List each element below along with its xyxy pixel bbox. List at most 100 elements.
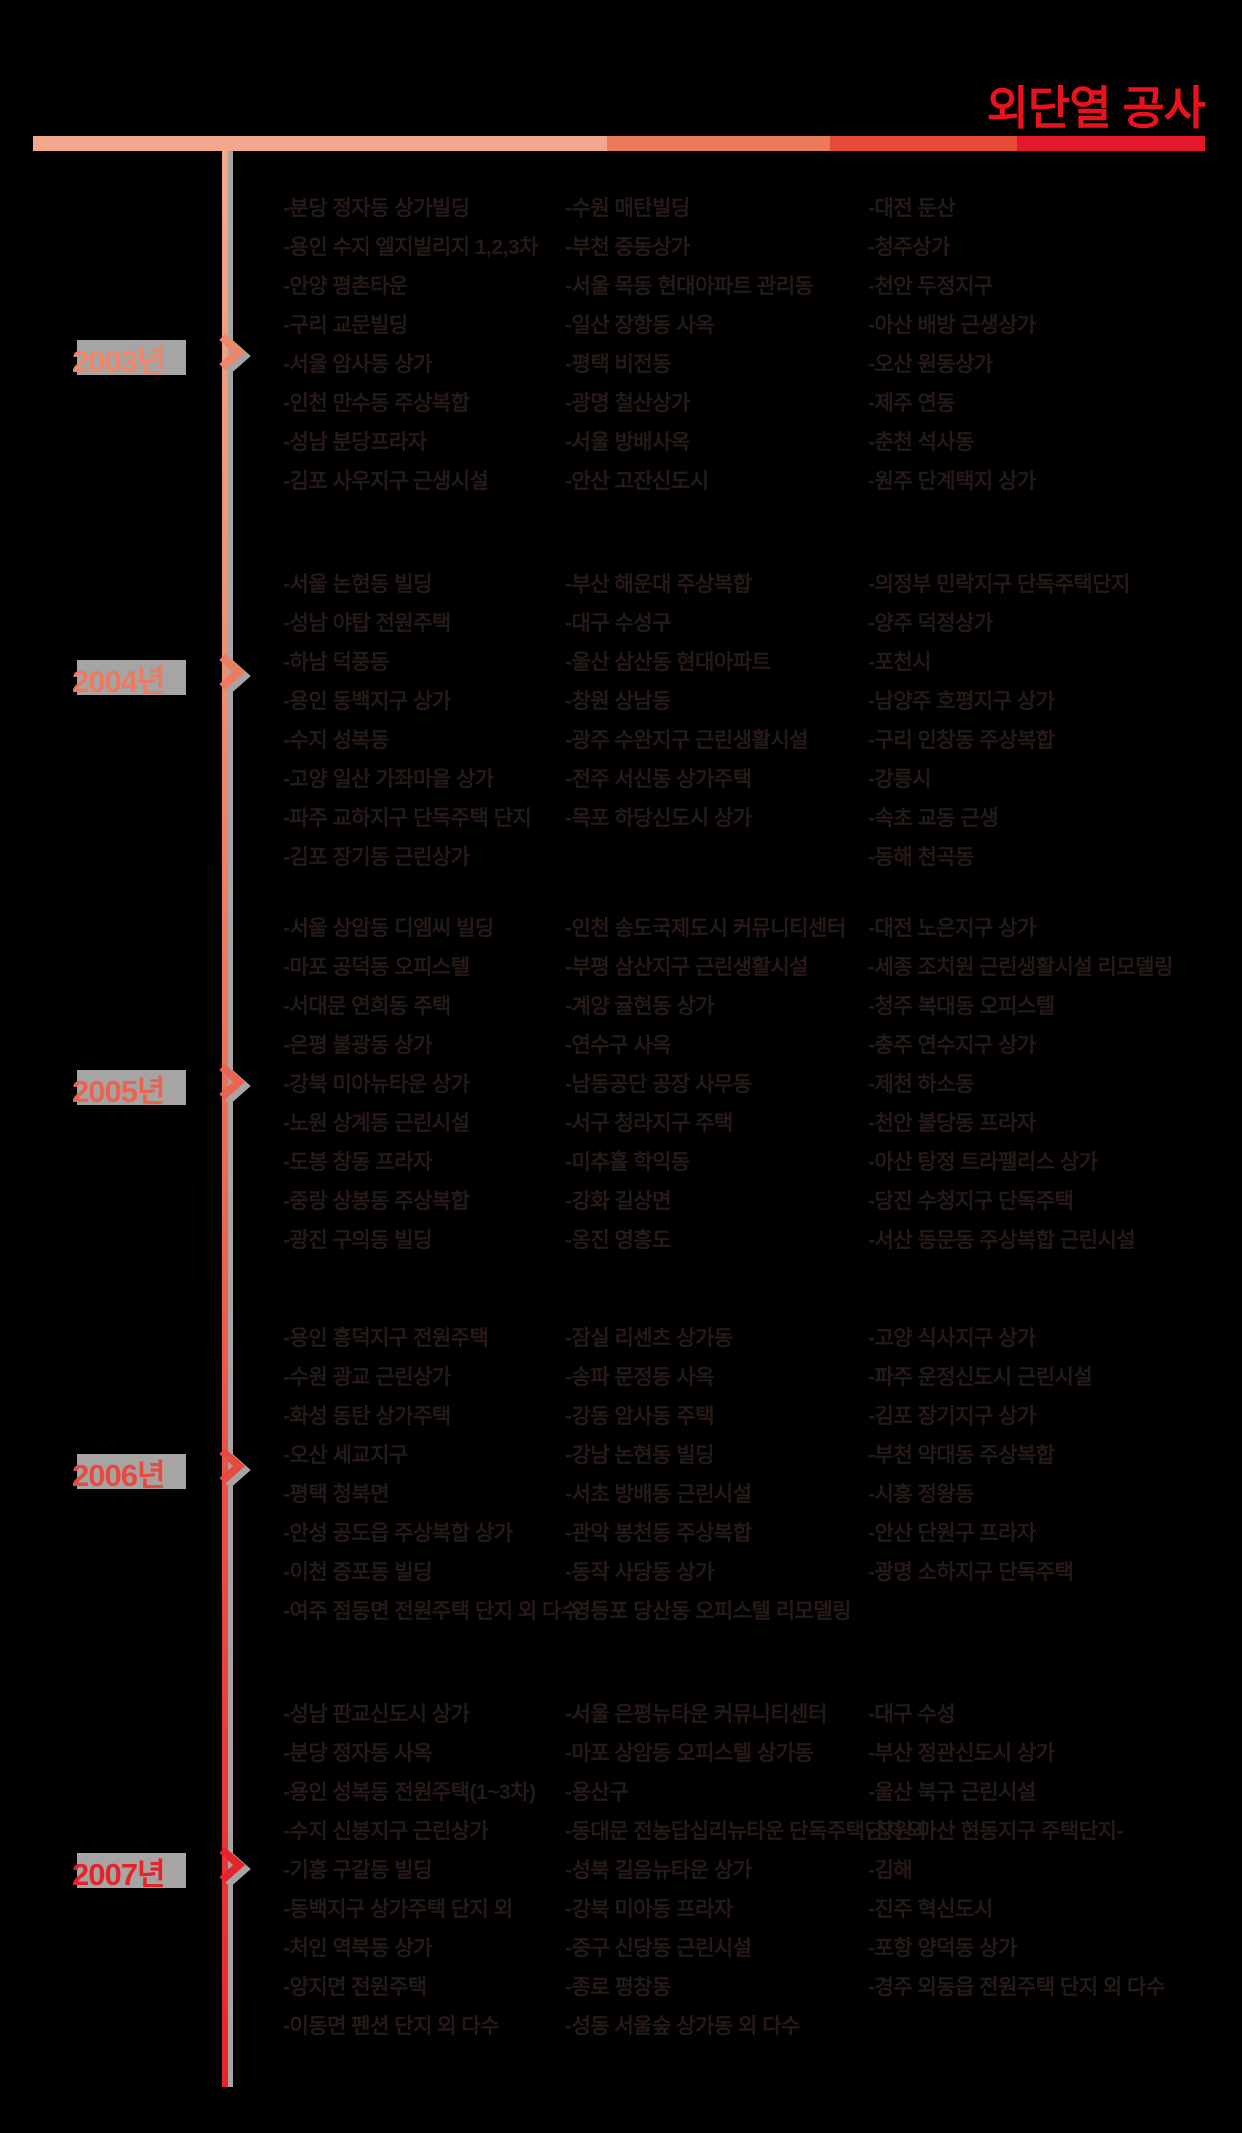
project-item: -서초 방배동 근린시설 [565, 1483, 752, 1506]
projects-column: -서울 논현동 빌딩 -성남 야탑 전원주택 -하남 덕풍동 -용인 동백지구 상가 -… [283, 568, 583, 880]
project-item: -평택 청북면 [283, 1483, 389, 1506]
project-item: -수원 광교 근린상가 [283, 1366, 451, 1389]
project-item: -속초 교동 근생 [868, 807, 999, 830]
project-item: -성북 길음뉴타운 상가 [565, 1859, 752, 1882]
project-item: -강릉시 [868, 768, 931, 791]
project-item: -오산 원동상가 [868, 353, 993, 376]
project-item: -청주상가 [868, 236, 950, 259]
year-marker-shadow [77, 1853, 186, 1888]
project-item: -동작 사당동 상가 [565, 1561, 714, 1584]
projects-column: -서울 은평뉴타운 커뮤니티센터 -마포 상암동 오피스텔 상가동 -용산구 -동대문… [565, 1698, 927, 2049]
project-item: -관악 봉천동 주상복합 [565, 1522, 752, 1545]
project-item: -아산 배방 근생상가 [868, 314, 1036, 337]
project-item: -강북 미아뉴타운 상가 [283, 1073, 470, 1096]
year-label: 2006년 [72, 1458, 165, 1493]
project-item: -의정부 민락지구 단독주택단지 [868, 573, 1130, 596]
project-item: -서울 논현동 빌딩 [283, 573, 432, 596]
project-item: -당진 수청지구 단독주택 [868, 1190, 1074, 1213]
project-item: -안성 공도읍 주상복합 상가 [283, 1522, 513, 1545]
project-item: -연수구 사옥 [565, 1034, 671, 1057]
project-item: -부천 약대동 주상복합 [868, 1444, 1055, 1467]
year-marker: 2005년 [72, 1066, 186, 1109]
project-item: -옹진 영흥도 [565, 1229, 671, 1252]
project-item: -광명 철산상가 [565, 392, 690, 415]
project-item: -인천 만수동 주상복합 [283, 392, 470, 415]
project-item: -포천시 [868, 651, 931, 674]
bar-segment [607, 136, 830, 151]
year-label: 2007년 [72, 1857, 165, 1892]
project-item: -계양 귤현동 상가 [565, 995, 714, 1018]
bar-segment [33, 136, 608, 151]
project-item: -아산 탕정 트라팰리스 상가 [868, 1151, 1098, 1174]
projects-column: -잠실 리센츠 상가동 -송파 문정동 사옥 -강동 암사동 주택 -강남 논현동 빌… [565, 1322, 865, 1634]
project-item: -광주 수완지구 근린생활시설 [565, 729, 809, 752]
project-item: -진주 혁신도시 [868, 1898, 993, 1921]
year-label: 2003년 [72, 344, 165, 379]
project-item: -세종 조치원 근린생활시설 리모델링 [868, 956, 1173, 979]
project-item: -동대문 전농답십리뉴타운 단독주택단지 외 [565, 1820, 927, 1843]
project-item: -파주 교하지구 단독주택 단지 [283, 807, 532, 830]
project-item: -서산 동문동 주상복합 근린시설 [868, 1229, 1136, 1252]
project-item: -수원 매탄빌딩 [565, 197, 690, 220]
projects-column: -분당 정자동 상가빌딩 -용인 수지 엘지빌리지 1,2,3차 -안양 평촌타운 -… [283, 192, 583, 504]
project-item: -동백지구 상가주택 단지 외 [283, 1898, 513, 1921]
project-item: -미추홀 학익동 [565, 1151, 690, 1174]
project-item: -오산 세교지구 [283, 1444, 408, 1467]
chevron-right-icon [219, 1064, 251, 1105]
project-item: -천안 불당동 프라자 [868, 1112, 1036, 1135]
project-item: -서울 은평뉴타운 커뮤니티센터 [565, 1703, 827, 1726]
project-item: -수지 성복동 [283, 729, 389, 752]
project-item: -고양 일산 가좌마을 상가 [283, 768, 494, 791]
project-item: -시흥 정왕동 [868, 1483, 974, 1506]
project-item: -대구 수성구 [565, 612, 671, 635]
year-marker-shadow [77, 1454, 186, 1489]
project-item: -전주 서신동 상가주택 [565, 768, 752, 791]
project-item: -대구 수성 [868, 1703, 956, 1726]
project-item: -도봉 창동 프라자 [283, 1151, 432, 1174]
bar-segment [1017, 136, 1205, 151]
chevron-right-icon [219, 334, 251, 375]
project-item: -김포 장기지구 상가 [868, 1405, 1036, 1428]
project-item: -광명 소하지구 단독주택 [868, 1561, 1074, 1584]
project-item: -하남 덕풍동 [283, 651, 389, 674]
project-item: -천안 두정지구 [868, 275, 993, 298]
project-item: -화성 동탄 상가주택 [283, 1405, 451, 1428]
project-item: -충주 연수지구 상가 [868, 1034, 1036, 1057]
project-item: -구리 인창동 주상복합 [868, 729, 1055, 752]
project-item: -기흥 구갈동 빌딩 [283, 1859, 432, 1882]
project-item: -강화 길상면 [565, 1190, 671, 1213]
project-item: -여주 점동면 전원주택 단지 외 다수 [283, 1600, 580, 1623]
project-item: -인천 송도국제도시 커뮤니티센터 [565, 917, 846, 940]
project-item: -고양 식사지구 상가 [868, 1327, 1036, 1350]
project-item: -서울 상암동 디엠씨 빌딩 [283, 917, 494, 940]
projects-column: -성남 판교신도시 상가 -분당 정자동 사옥 -용인 성복동 전원주택(1~3차)… [283, 1698, 583, 2049]
project-item: -용산구 [565, 1781, 628, 1804]
project-item: -원주 단계택지 상가 [868, 470, 1036, 493]
timeline-line [222, 151, 228, 2087]
project-item: -분당 정자동 사옥 [283, 1742, 432, 1765]
year-marker-shadow [77, 1070, 186, 1105]
project-item: -중랑 상봉동 주상복합 [283, 1190, 470, 1213]
bar-segment [829, 136, 1018, 151]
project-item: -송파 문정동 사옥 [565, 1366, 714, 1389]
project-item: -제주 연동 [868, 392, 956, 415]
project-item: -중구 신당동 근린시설 [565, 1937, 752, 1960]
project-item: -동해 천곡동 [868, 846, 974, 869]
project-item: -창원 마산 현동지구 주택단지- [868, 1820, 1123, 1843]
project-item: -종로 평창동 [565, 1976, 671, 1999]
projects-column: -인천 송도국제도시 커뮤니티센터 -부평 삼산지구 근린생활시설 -계양 귤현동 … [565, 912, 865, 1263]
project-item: -잠실 리센츠 상가동 [565, 1327, 733, 1350]
project-item: -광진 구의동 빌딩 [283, 1229, 432, 1252]
project-item: -남동공단 공장 사무동 [565, 1073, 752, 1096]
project-item: -부천 중동상가 [565, 236, 690, 259]
project-item: -창원 상남동 [565, 690, 671, 713]
projects-column: -고양 식사지구 상가 -파주 운정신도시 근린시설 -김포 장기지구 상가 -부천 … [868, 1322, 1168, 1595]
year-marker: 2003년 [72, 336, 186, 379]
chevron-right-icon [219, 1448, 251, 1489]
project-item: -구리 교문빌딩 [283, 314, 408, 337]
year-marker-shadow [77, 660, 186, 695]
projects-column: -용인 흥덕지구 전원주택 -수원 광교 근린상가 -화성 동탄 상가주택 -오산 세… [283, 1322, 583, 1634]
chevron-right-icon [219, 654, 251, 695]
project-item: -마포 공덕동 오피스텔 [283, 956, 470, 979]
project-item: -서울 방배사옥 [565, 431, 690, 454]
